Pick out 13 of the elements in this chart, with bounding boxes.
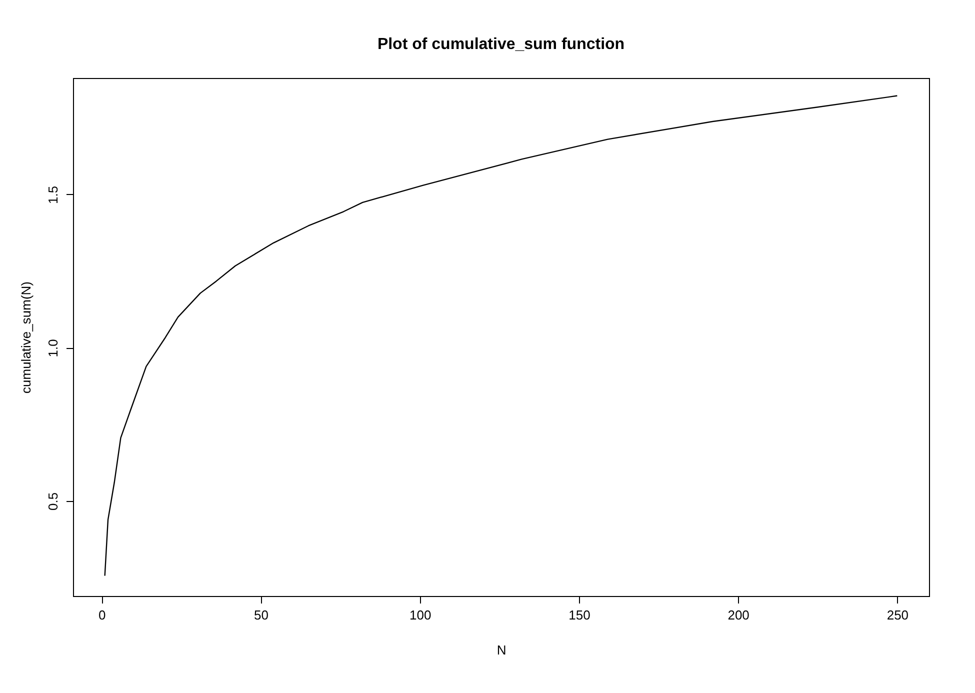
x-tick-label: 100: [410, 608, 432, 622]
chart-title: Plot of cumulative_sum function: [377, 36, 625, 53]
y-tick-label: 1.0: [46, 339, 60, 358]
y-axis-title: cumulative_sum(N): [18, 282, 34, 394]
x-tick-label: 0: [98, 608, 106, 622]
y-tick-label: 1.5: [46, 186, 60, 204]
x-tick-label: 250: [886, 608, 909, 622]
x-axis-title: N: [496, 642, 506, 658]
x-tick-label: 200: [728, 608, 750, 622]
y-tick-label: 0.5: [46, 492, 60, 511]
line-series: [104, 95, 898, 576]
x-tick-label: 150: [568, 608, 590, 622]
x-tick-label: 50: [254, 608, 268, 622]
